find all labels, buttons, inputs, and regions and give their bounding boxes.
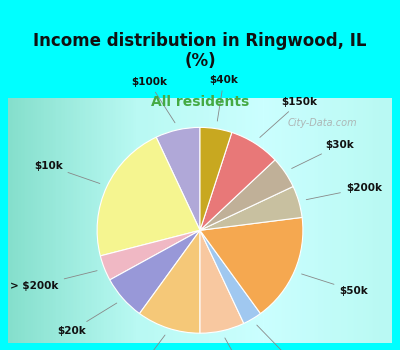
- Text: > $200k: > $200k: [10, 271, 97, 291]
- Text: $20k: $20k: [57, 303, 117, 336]
- Text: $125k: $125k: [117, 335, 165, 350]
- Wedge shape: [200, 187, 302, 230]
- Text: All residents: All residents: [151, 94, 249, 108]
- Text: Income distribution in Ringwood, IL
(%): Income distribution in Ringwood, IL (%): [33, 32, 367, 70]
- Text: $150k: $150k: [260, 97, 317, 138]
- Wedge shape: [100, 230, 200, 280]
- Wedge shape: [200, 160, 293, 230]
- Wedge shape: [200, 230, 260, 323]
- Text: City-Data.com: City-Data.com: [288, 118, 358, 128]
- Text: $75k: $75k: [257, 325, 306, 350]
- Text: $60k: $60k: [225, 338, 262, 350]
- Text: $100k: $100k: [131, 77, 175, 123]
- Wedge shape: [97, 137, 200, 256]
- Wedge shape: [110, 230, 200, 314]
- Text: $50k: $50k: [302, 274, 368, 296]
- Text: $30k: $30k: [292, 140, 354, 168]
- Wedge shape: [156, 127, 200, 230]
- Wedge shape: [140, 230, 200, 333]
- Text: $40k: $40k: [209, 75, 238, 121]
- Wedge shape: [200, 132, 275, 230]
- Wedge shape: [200, 127, 232, 230]
- Text: $200k: $200k: [306, 183, 382, 200]
- Text: $10k: $10k: [34, 161, 100, 183]
- Wedge shape: [200, 217, 303, 314]
- Wedge shape: [200, 230, 244, 333]
